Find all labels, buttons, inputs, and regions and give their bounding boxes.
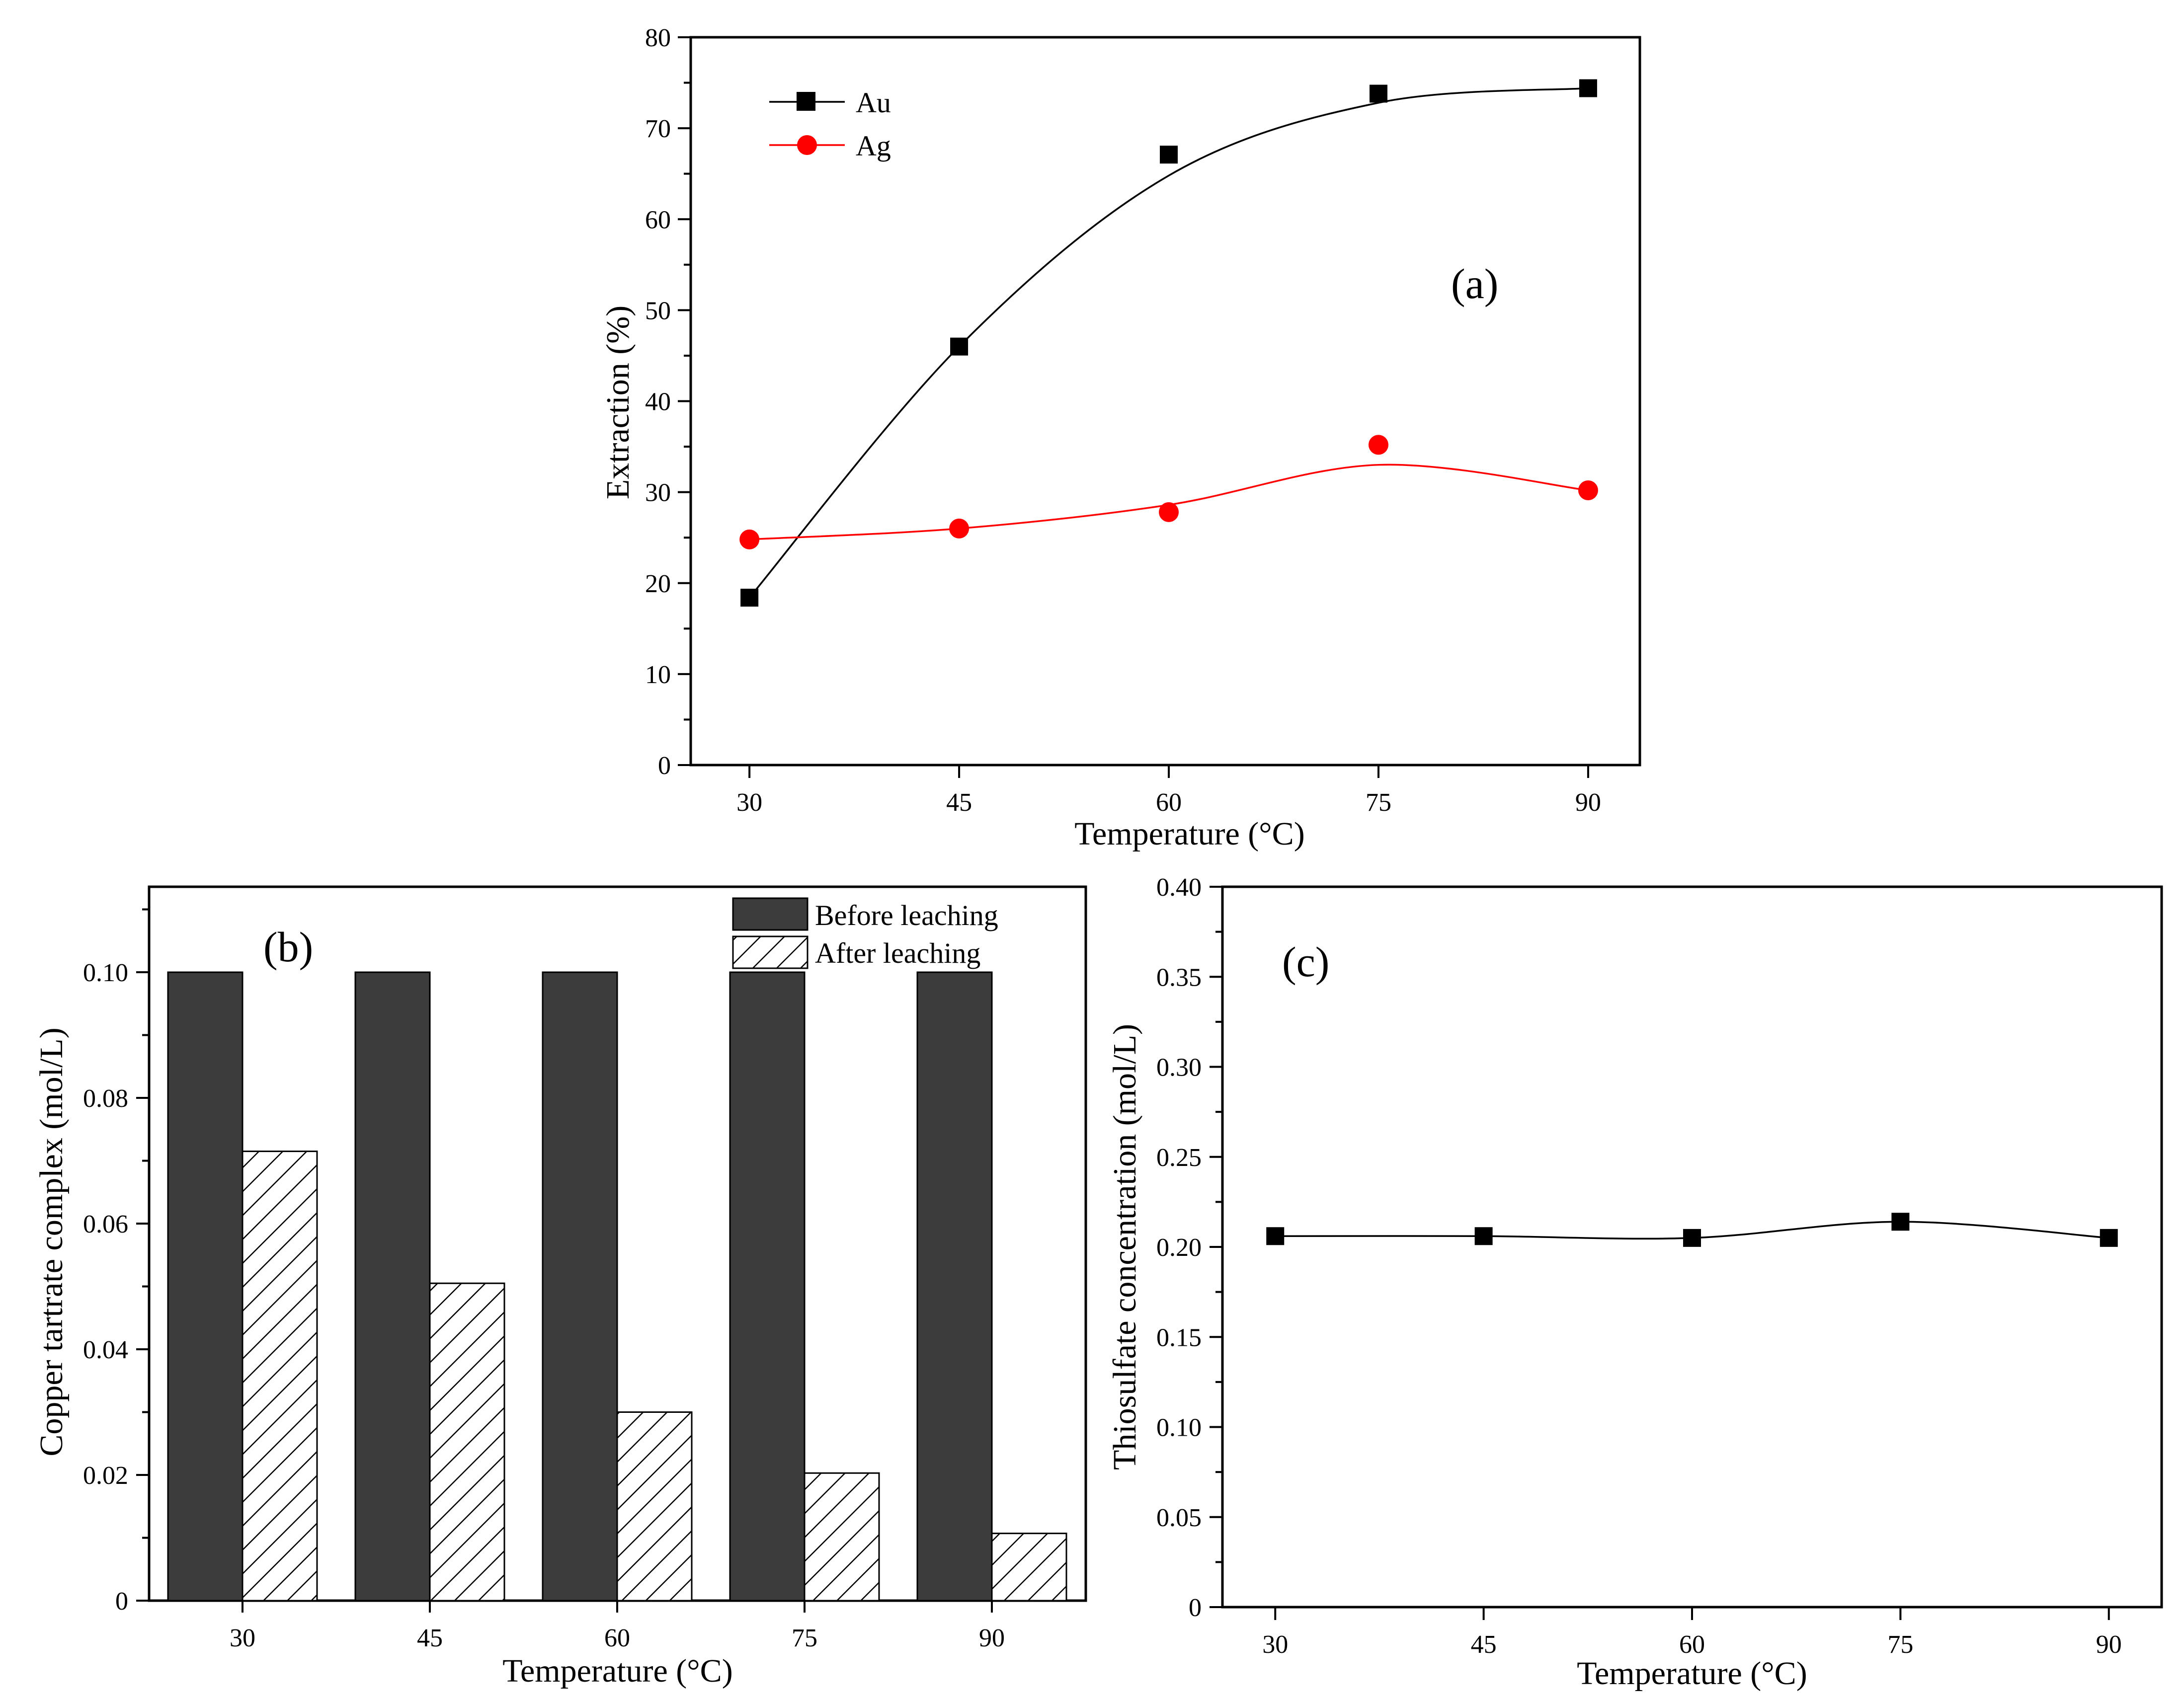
chart-c-panel-label: (c) — [1282, 938, 1329, 986]
chart-b-bar-before — [916, 971, 993, 1602]
chart-a-x-tick-label: 60 — [1156, 788, 1182, 817]
chart-a-y-tick-label: 80 — [645, 24, 671, 52]
chart-b-bar-after — [804, 1472, 880, 1602]
chart-b-panel-label: (b) — [263, 923, 313, 971]
chart-b-legend: Before leaching After leaching — [732, 897, 998, 969]
chart-a-series-au-curve — [748, 87, 1589, 599]
chart-a-point-au — [1160, 146, 1178, 164]
chart-a-series-ag-curve — [749, 464, 1589, 541]
chart-b-bar-before — [354, 971, 431, 1602]
chart-c-point — [1891, 1213, 1910, 1231]
legend-before-swatch — [732, 897, 809, 931]
legend-after-swatch — [732, 935, 809, 969]
chart-a-y-tick-label: 40 — [645, 388, 671, 416]
chart-a-y-tick-label: 20 — [645, 570, 671, 598]
chart-b-bar-after — [991, 1533, 1067, 1602]
chart-b-y-tick-label: 0.04 — [83, 1336, 128, 1364]
chart-a-legend: Au Ag — [769, 86, 891, 162]
chart-c-y-tick-label: 0.35 — [1156, 963, 1202, 992]
chart-c-y-tick-label: 0.15 — [1156, 1323, 1202, 1352]
chart-a-x-tick-label: 45 — [946, 788, 972, 817]
chart-b-y-axis-label: Copper tartrate complex (mol/L) — [33, 1027, 70, 1456]
chart-a-x-axis-label: Temperature (°C) — [1074, 816, 1304, 852]
chart-a-y-tick-label: 10 — [645, 661, 671, 689]
chart-b-x-tick-label: 75 — [792, 1624, 817, 1652]
chart-b-bar-after — [242, 1151, 318, 1602]
chart-b-copper-tartrate: 0 0.02 0.04 0.06 0.08 0.10 30 45 60 75 90 (b) Befo… — [33, 885, 1087, 1689]
chart-b-bar-after — [616, 1411, 693, 1602]
chart-c-x-tick-label: 30 — [1262, 1630, 1288, 1659]
chart-a-point-au — [1369, 84, 1387, 103]
chart-c-x-tick-label: 60 — [1679, 1630, 1705, 1659]
chart-c-thiosulfate: 0 0.05 0.10 0.15 0.20 0.25 0.30 0.35 0.40 30 45 60 7… — [1107, 873, 2163, 1692]
chart-c-y-tick-label: 0.05 — [1156, 1504, 1202, 1532]
chart-a-y-tick-label: 60 — [645, 206, 671, 234]
chart-c-x-axis-label: Temperature (°C) — [1577, 1655, 1807, 1692]
legend-au-square-icon — [797, 92, 815, 111]
chart-b-y-tick-label: 0.06 — [83, 1210, 128, 1238]
chart-a-point-au — [950, 337, 969, 356]
chart-b-y-tick-label: 0.08 — [83, 1084, 128, 1113]
chart-b-bar-before — [729, 971, 806, 1602]
chart-a-y-tick-label: 0 — [658, 752, 671, 780]
chart-a-y-tick-label: 50 — [645, 297, 671, 325]
chart-b-bar-after — [429, 1282, 505, 1602]
chart-a-point-ag — [1368, 435, 1388, 455]
chart-c-plot-frame — [1221, 885, 2163, 1609]
chart-a-extraction: 0 10 20 30 40 50 60 70 80 30 45 60 75 90 (a) Au Ag Te… — [600, 24, 1641, 852]
chart-c-point — [1474, 1227, 1493, 1245]
chart-c-point — [1683, 1229, 1701, 1247]
chart-b-x-axis-label: Temperature (°C) — [502, 1653, 732, 1689]
legend-ag-label: Ag — [856, 130, 891, 162]
chart-c-y-tick-label: 0.10 — [1156, 1414, 1202, 1442]
chart-c-y-tick-label: 0.25 — [1156, 1144, 1202, 1172]
chart-b-bar-before — [542, 971, 618, 1602]
chart-a-point-ag — [739, 529, 760, 549]
chart-a-y-tick-label: 70 — [645, 115, 671, 143]
chart-a-y-tick-label: 30 — [645, 479, 671, 507]
chart-c-y-tick-label: 0.30 — [1156, 1054, 1202, 1082]
chart-c-y-axis-label: Thiosulfate concentration (mol/L) — [1107, 1024, 1143, 1470]
chart-c-y-tick-label: 0 — [1189, 1594, 1202, 1622]
chart-a-y-axis-label: Extraction (%) — [600, 306, 636, 499]
chart-c-x-tick-label: 45 — [1471, 1630, 1497, 1659]
chart-b-y-tick-label: 0 — [115, 1587, 128, 1616]
legend-au-label: Au — [856, 86, 891, 119]
chart-a-point-ag — [949, 518, 970, 539]
chart-a-x-tick-label: 90 — [1575, 788, 1601, 817]
chart-a-x-tick-label: 75 — [1366, 788, 1391, 817]
chart-b-x-tick-label: 90 — [979, 1624, 1005, 1652]
chart-c-x-tick-label: 90 — [2096, 1630, 2122, 1659]
legend-before-label: Before leaching — [815, 899, 998, 931]
chart-c-y-tick-label: 0.20 — [1156, 1234, 1202, 1262]
chart-b-x-tick-label: 60 — [604, 1624, 630, 1652]
chart-b-y-tick-label: 0.02 — [83, 1462, 128, 1490]
chart-a-point-ag — [1578, 480, 1598, 500]
chart-a-x-tick-label: 30 — [736, 788, 762, 817]
chart-c-x-tick-label: 75 — [1887, 1630, 1913, 1659]
legend-ag-circle-icon — [797, 135, 817, 155]
chart-a-point-ag — [1159, 502, 1179, 522]
chart-a-panel-label: (a) — [1451, 260, 1498, 308]
chart-c-point — [1266, 1227, 1285, 1245]
chart-c-point — [2100, 1229, 2118, 1247]
chart-a-point-au — [740, 589, 759, 607]
chart-b-x-tick-label: 45 — [417, 1624, 443, 1652]
chart-b-y-tick-label: 0.10 — [83, 959, 128, 987]
legend-after-label: After leaching — [815, 937, 980, 969]
chart-a-point-au — [1579, 79, 1597, 97]
chart-c-y-tick-label: 0.40 — [1156, 873, 1202, 902]
chart-b-bar-before — [167, 971, 243, 1602]
chart-b-x-tick-label: 30 — [230, 1624, 255, 1652]
